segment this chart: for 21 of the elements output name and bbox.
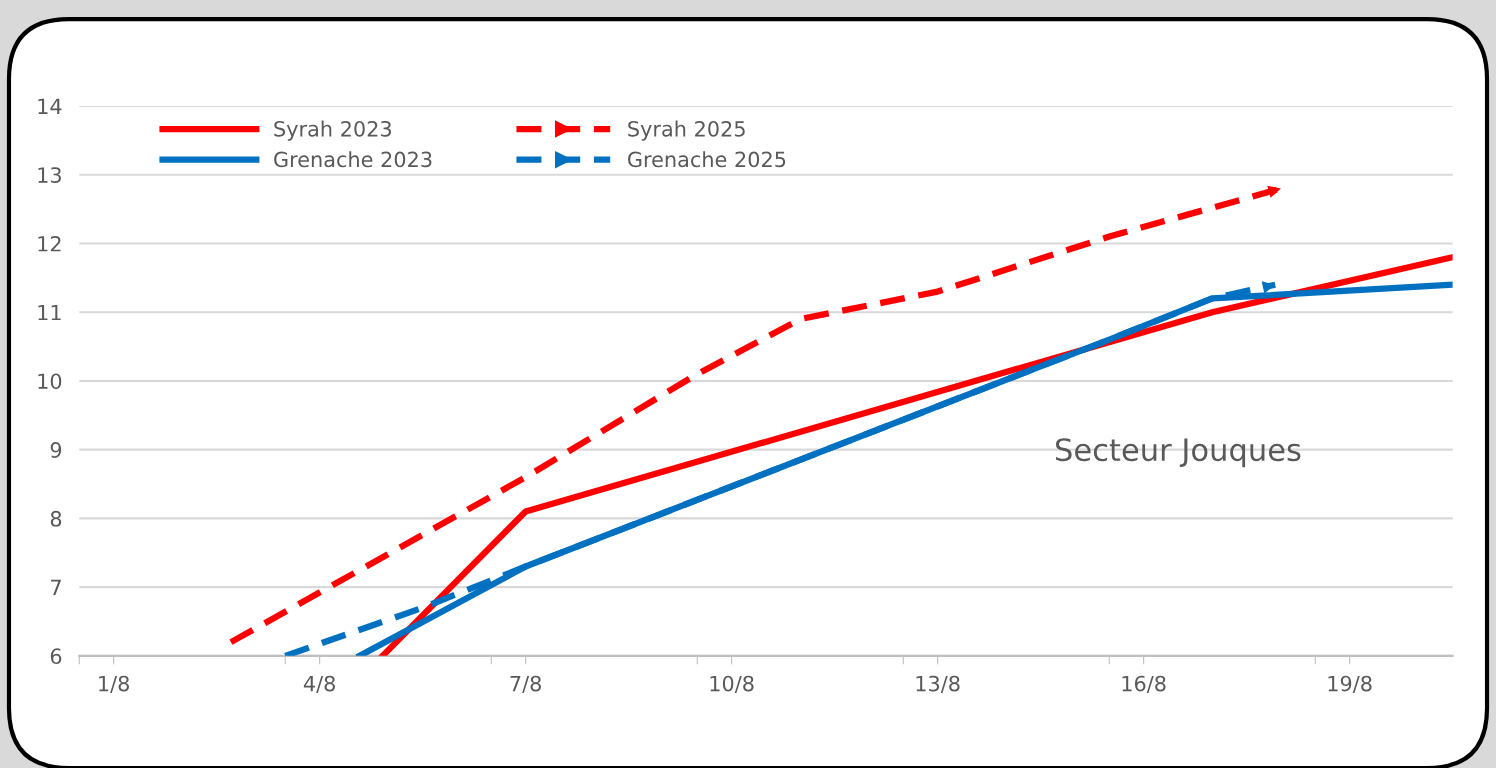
annotation: Secteur Jouques — [1055, 438, 1301, 468]
x-tick-label: 16/8 — [1122, 675, 1166, 694]
legend-label: Grenache 2025 — [628, 151, 786, 168]
y-tick-label: 7 — [51, 579, 61, 596]
x-tick-label: 10/8 — [710, 675, 754, 694]
y-tick-label: 9 — [50, 442, 62, 458]
y-tick-label: 12 — [38, 235, 61, 252]
y-tick-label: 14 — [38, 98, 62, 114]
y-tick-label: 8 — [50, 510, 62, 527]
x-tick-label: 19/8 — [1328, 675, 1372, 694]
y-tick-label: 10 — [38, 373, 62, 390]
legend-label: Syrah 2023 — [274, 120, 392, 141]
x-tick-label: 4/8 — [303, 675, 335, 694]
y-tick-label: 13 — [38, 167, 61, 183]
x-tick-label: 13/8 — [916, 675, 960, 694]
legend-label: Grenache 2023 — [274, 151, 432, 168]
x-tick-label: 1/8 — [99, 675, 129, 694]
y-tick-label: 6 — [50, 648, 62, 665]
x-tick-label: 7/8 — [510, 675, 541, 694]
y-tick-label: 11 — [38, 304, 61, 321]
legend-label: Syrah 2025 — [628, 120, 745, 141]
